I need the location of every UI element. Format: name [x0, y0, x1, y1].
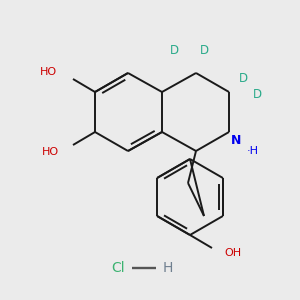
Text: D: D	[238, 71, 247, 85]
Text: Cl: Cl	[111, 261, 125, 275]
Text: ·H: ·H	[247, 146, 259, 156]
Text: D: D	[252, 88, 262, 100]
Text: HO: HO	[40, 67, 57, 77]
Text: H: H	[163, 261, 173, 275]
Text: HO: HO	[42, 147, 59, 157]
Text: OH: OH	[224, 248, 241, 258]
Text: D: D	[169, 44, 178, 58]
Text: N: N	[231, 134, 242, 147]
Text: D: D	[200, 44, 208, 58]
